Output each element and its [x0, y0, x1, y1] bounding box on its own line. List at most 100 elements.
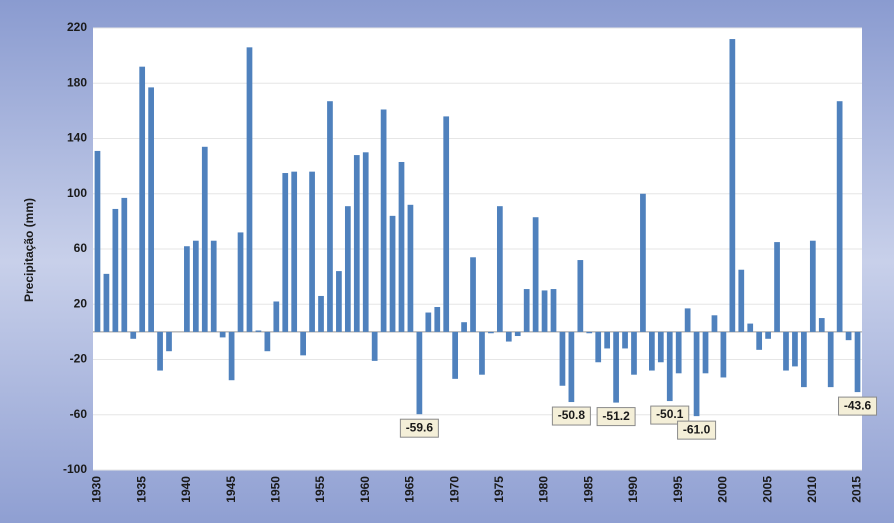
x-tick-label: 2015: [850, 476, 864, 503]
bar: [827, 331, 834, 388]
value-label: -50.8: [558, 408, 586, 422]
x-tick-label: 1955: [313, 476, 327, 503]
bar: [854, 331, 861, 393]
bar: [264, 331, 271, 352]
x-tick-label: 1930: [90, 476, 104, 503]
bar: [693, 331, 700, 417]
value-label-box: [596, 407, 636, 427]
y-tick-label: -60: [70, 407, 88, 421]
value-label: -50.1: [656, 407, 684, 421]
bar: [362, 152, 369, 332]
bar: [702, 331, 709, 374]
bar: [94, 150, 101, 332]
bar: [514, 331, 521, 337]
bar: [640, 193, 646, 332]
bar: [488, 331, 494, 334]
x-tick-label: 2010: [805, 476, 819, 503]
y-tick-label: 100: [67, 186, 87, 200]
y-tick-label: -20: [70, 352, 88, 366]
bar: [684, 308, 691, 332]
bar: [130, 331, 137, 339]
bar: [407, 204, 414, 332]
bar: [344, 206, 351, 332]
bar: [675, 331, 682, 374]
bar: [496, 206, 503, 332]
bar: [237, 232, 244, 332]
bar: [818, 318, 825, 332]
bar: [622, 331, 628, 349]
bar: [443, 116, 450, 332]
bar: [711, 315, 718, 332]
bar: [327, 101, 333, 332]
bar: [470, 257, 476, 332]
bar: [559, 331, 566, 386]
bar: [121, 197, 128, 332]
bar: [461, 322, 467, 332]
bar: [479, 331, 485, 375]
bar: [380, 109, 387, 332]
bar: [282, 173, 289, 332]
bar: [371, 331, 378, 361]
y-tick-label: 20: [74, 296, 88, 310]
x-tick-label: 1985: [581, 476, 595, 503]
value-label: -51.2: [602, 409, 630, 423]
bar: [774, 242, 780, 332]
y-tick-label: 180: [67, 75, 87, 89]
bar: [103, 273, 110, 332]
bar: [604, 331, 611, 349]
value-label-box: [399, 418, 439, 438]
bar: [139, 66, 146, 332]
x-tick-label: 2005: [760, 476, 774, 503]
bar: [809, 240, 816, 332]
bar: [425, 312, 432, 332]
bar: [756, 331, 763, 350]
bar: [148, 87, 154, 332]
bar: [845, 331, 852, 341]
bar: [783, 331, 789, 371]
bar: [353, 155, 360, 332]
bar: [541, 290, 548, 332]
value-label-box: [650, 405, 690, 425]
bar: [112, 208, 119, 332]
value-label-box: [838, 396, 878, 416]
y-tick-label: 60: [74, 241, 88, 255]
bar: [729, 39, 736, 332]
bar: [765, 331, 771, 339]
value-label: -43.6: [844, 398, 872, 412]
y-tick-label: 220: [67, 20, 87, 34]
bar: [434, 307, 441, 332]
bar: [738, 269, 745, 332]
value-label: -61.0: [683, 422, 711, 436]
bar: [389, 215, 396, 332]
x-tick-label: 1945: [224, 476, 238, 503]
x-tick-label: 1990: [626, 476, 640, 503]
x-tick-label: 1950: [268, 476, 282, 503]
x-tick-label: 1970: [447, 476, 461, 503]
bar: [309, 171, 315, 332]
x-tick-label: 1975: [492, 476, 506, 503]
bar: [720, 331, 727, 378]
bar: [836, 101, 843, 332]
x-tick-label: 1965: [403, 476, 417, 503]
x-tick-label: 2000: [716, 476, 730, 503]
bar: [398, 161, 405, 332]
bar: [336, 271, 342, 332]
bar: [550, 289, 557, 332]
bar: [273, 301, 280, 332]
bar: [568, 331, 575, 403]
bar: [613, 331, 619, 403]
bar: [416, 331, 423, 415]
bar: [801, 331, 807, 388]
bar: [586, 331, 593, 334]
bar: [505, 331, 512, 342]
value-label: -59.6: [406, 420, 434, 434]
bar: [255, 330, 262, 332]
bar: [532, 217, 539, 332]
bar: [192, 240, 199, 332]
x-tick-label: 1940: [179, 476, 193, 503]
value-label-box: [677, 420, 717, 440]
bar: [649, 331, 655, 371]
bar: [219, 331, 226, 338]
bar: [210, 240, 217, 332]
